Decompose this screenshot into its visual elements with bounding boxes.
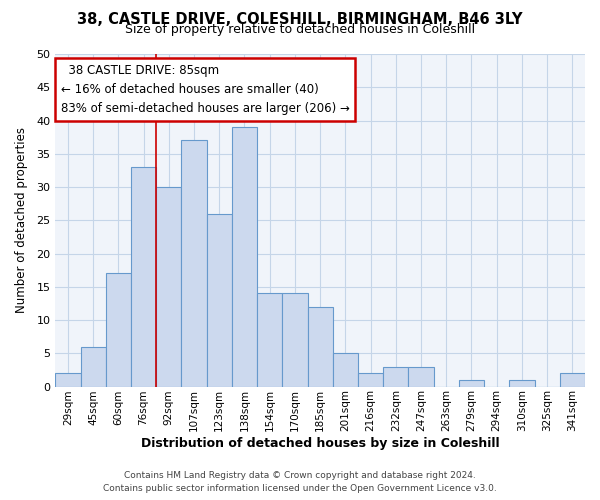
Bar — [283, 294, 308, 386]
Bar — [257, 294, 283, 386]
Bar — [459, 380, 484, 386]
Y-axis label: Number of detached properties: Number of detached properties — [15, 128, 28, 314]
X-axis label: Distribution of detached houses by size in Coleshill: Distribution of detached houses by size … — [141, 437, 499, 450]
Bar — [181, 140, 206, 386]
Bar — [383, 366, 409, 386]
Text: 38, CASTLE DRIVE, COLESHILL, BIRMINGHAM, B46 3LY: 38, CASTLE DRIVE, COLESHILL, BIRMINGHAM,… — [77, 12, 523, 28]
Bar — [206, 214, 232, 386]
Bar — [156, 187, 181, 386]
Bar — [358, 373, 383, 386]
Bar — [55, 373, 80, 386]
Bar — [232, 127, 257, 386]
Bar — [560, 373, 585, 386]
Bar — [509, 380, 535, 386]
Text: Contains HM Land Registry data © Crown copyright and database right 2024.
Contai: Contains HM Land Registry data © Crown c… — [103, 471, 497, 493]
Text: Size of property relative to detached houses in Coleshill: Size of property relative to detached ho… — [125, 22, 475, 36]
Bar — [80, 346, 106, 387]
Bar — [106, 274, 131, 386]
Bar — [131, 167, 156, 386]
Bar — [308, 306, 333, 386]
Bar — [333, 354, 358, 386]
Bar — [409, 366, 434, 386]
Text: 38 CASTLE DRIVE: 85sqm
← 16% of detached houses are smaller (40)
83% of semi-det: 38 CASTLE DRIVE: 85sqm ← 16% of detached… — [61, 64, 349, 115]
